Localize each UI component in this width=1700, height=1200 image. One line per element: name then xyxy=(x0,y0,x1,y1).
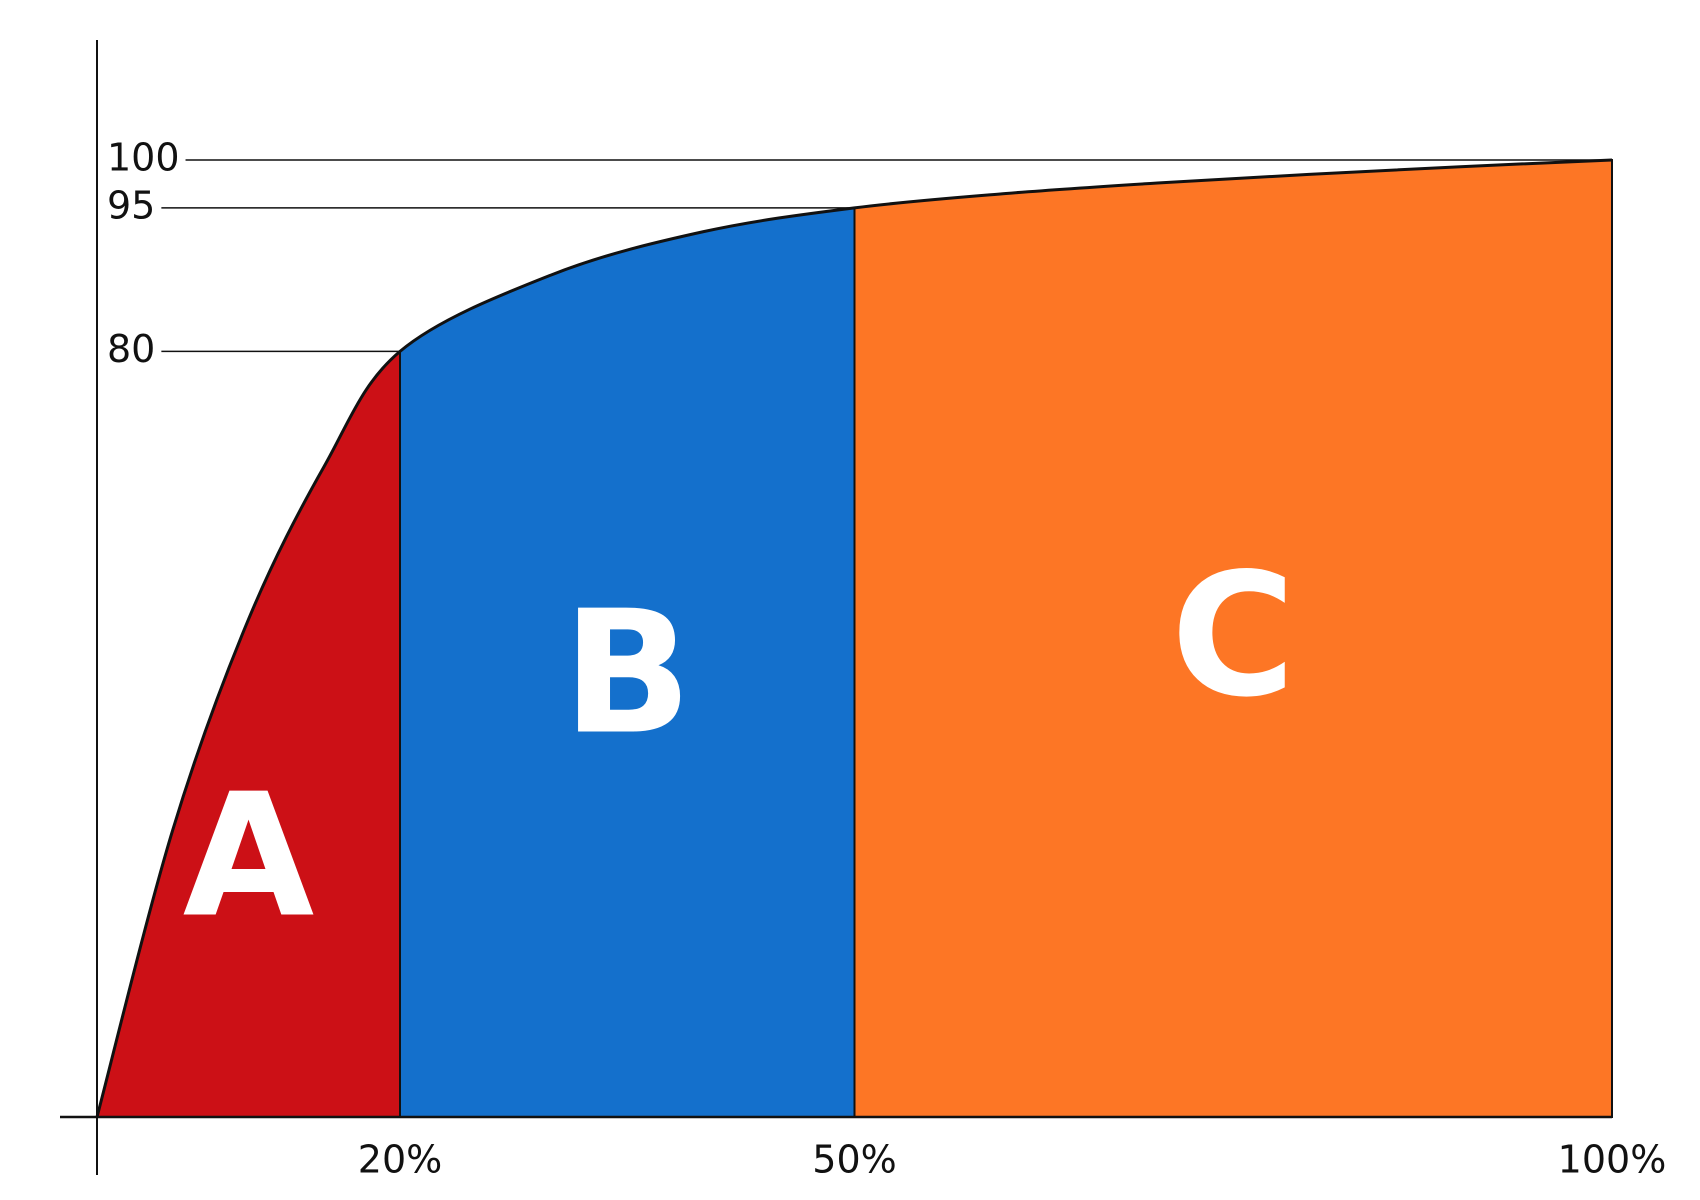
region-area xyxy=(95,349,401,1118)
x-tick-label: 100% xyxy=(1558,1138,1667,1182)
x-tick-label: 50% xyxy=(812,1138,896,1182)
curve xyxy=(95,158,1613,1118)
y-tick-label: 100 xyxy=(107,136,180,180)
areas: A B C xyxy=(95,158,1613,1118)
region-label: B xyxy=(562,575,692,773)
region-label: A xyxy=(183,758,315,956)
y-tick-label: 95 xyxy=(107,183,155,227)
x-tick-label: 20% xyxy=(358,1138,442,1182)
y-tick-label: 80 xyxy=(107,327,155,371)
region-label: C xyxy=(1171,537,1296,735)
